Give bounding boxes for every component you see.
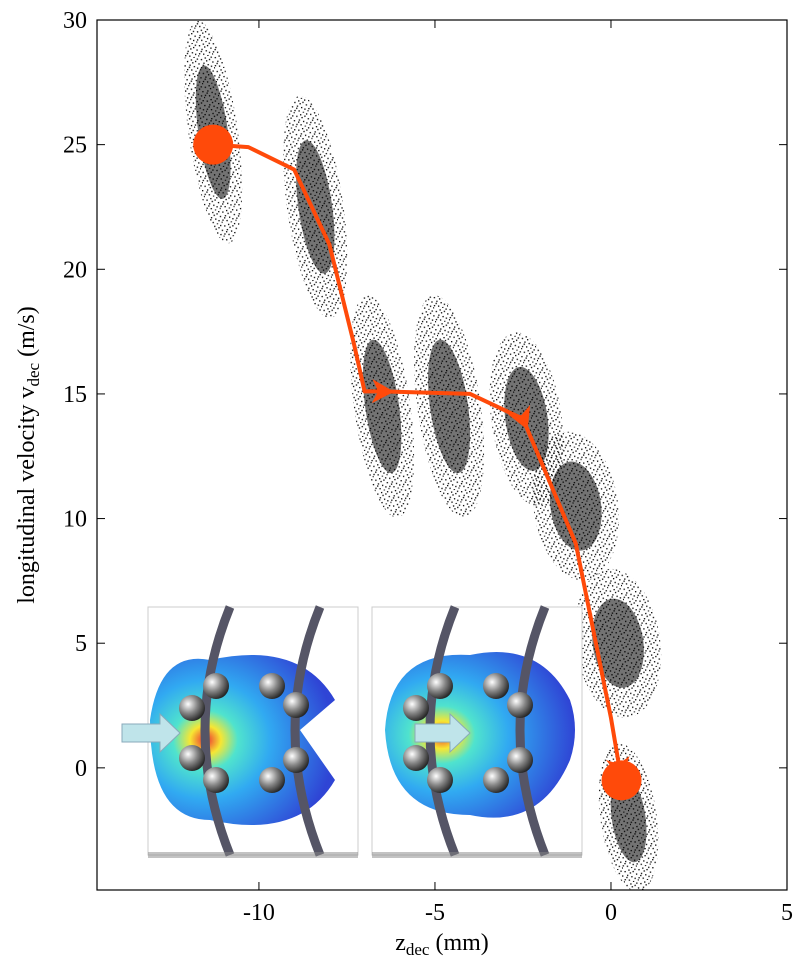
- trajectory-endpoint: [193, 124, 234, 165]
- point-cloud-core: [428, 339, 471, 474]
- x-tick-label: -10: [243, 900, 275, 926]
- y-label-unit: (m/s): [14, 306, 40, 363]
- inset-left: [121, 605, 359, 858]
- y-tick-label: 20: [63, 257, 87, 283]
- y-tick-label: 30: [63, 8, 87, 34]
- x-tick-label: 0: [605, 900, 617, 926]
- trajectory-arrow: [371, 379, 395, 404]
- y-axis-label: longitudinal velocity vdec (m/s): [14, 306, 43, 604]
- point-cloud-core: [362, 339, 402, 474]
- x-label-unit: (mm): [429, 930, 488, 956]
- trajectory-arrow: [508, 404, 531, 430]
- y-tick-label: 15: [63, 382, 87, 408]
- point-cloud-core: [549, 461, 602, 551]
- y-tick-label: 10: [63, 507, 87, 533]
- trajectory-arrow: [605, 755, 630, 780]
- trajectory-group: [193, 124, 642, 801]
- trajectory: [213, 142, 624, 781]
- insets: [121, 605, 583, 858]
- x-tick-label: 5: [781, 900, 793, 926]
- y-label-sub: dec: [24, 362, 43, 386]
- x-label-main: z: [395, 930, 406, 956]
- point-cloud-core: [592, 598, 644, 688]
- x-tick-label: -5: [425, 900, 445, 926]
- plot-frame: [96, 19, 788, 891]
- y-tick-label: 25: [63, 133, 87, 159]
- axes: -10 -5 0 5 0 5 10 15 20 25 30: [63, 8, 793, 926]
- x-label-sub: dec: [406, 940, 430, 959]
- x-axis-label: zdec (mm): [395, 930, 489, 959]
- trajectory-endpoint: [601, 760, 642, 801]
- point-cloud-core: [296, 140, 335, 274]
- inset-right: [371, 605, 583, 858]
- y-tick-label: 5: [75, 631, 87, 657]
- y-label-main: longitudinal velocity v: [14, 386, 40, 603]
- y-tick-label: 0: [75, 756, 87, 782]
